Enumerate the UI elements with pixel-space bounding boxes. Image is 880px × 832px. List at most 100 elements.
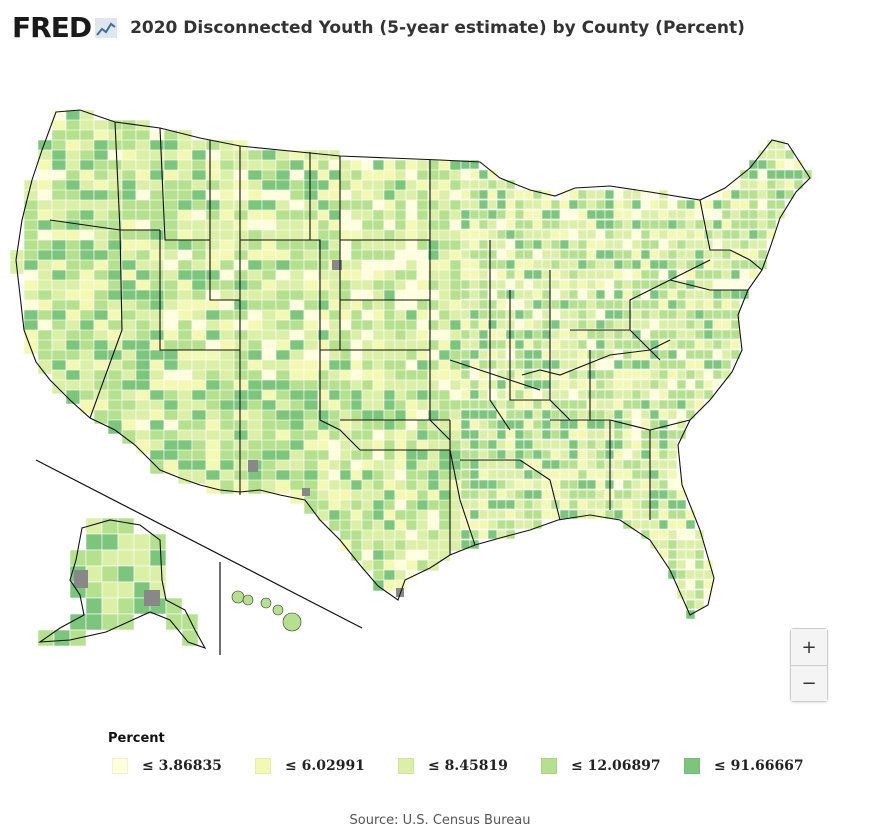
county-cell[interactable] (739, 189, 750, 200)
county-cell[interactable] (658, 389, 669, 400)
county-cell[interactable] (676, 429, 687, 440)
county-cell-alaska[interactable] (117, 581, 135, 599)
county-cell[interactable] (721, 359, 732, 370)
county-cell[interactable] (449, 459, 462, 472)
county-cell[interactable] (372, 499, 385, 512)
county-cell[interactable] (469, 259, 480, 270)
county-cell[interactable] (449, 529, 462, 542)
county-cell[interactable] (328, 209, 341, 222)
county-cell[interactable] (405, 519, 418, 532)
county-cell[interactable] (730, 279, 741, 290)
county-cell[interactable] (622, 249, 633, 260)
county-cell[interactable] (685, 229, 696, 240)
county-cell[interactable] (568, 349, 579, 360)
county-cell[interactable] (514, 219, 525, 230)
county-cell[interactable] (523, 409, 534, 420)
county-cell[interactable] (649, 289, 660, 300)
county-cell[interactable] (460, 189, 471, 200)
county-cell[interactable] (568, 209, 579, 220)
county-cell[interactable] (631, 359, 642, 370)
county-cell[interactable] (757, 199, 768, 210)
county-cell[interactable] (328, 429, 341, 442)
county-cell[interactable] (496, 449, 507, 460)
legend-item[interactable]: ≤ 12.06897 (541, 758, 684, 774)
county-cell[interactable] (496, 279, 507, 290)
county-cell[interactable] (496, 509, 507, 520)
county-cell[interactable] (383, 219, 396, 232)
county-cell[interactable] (438, 189, 451, 202)
county-cell[interactable] (372, 159, 385, 172)
county-cell[interactable] (394, 349, 407, 362)
county-cell[interactable] (361, 229, 374, 242)
county-cell[interactable] (550, 409, 561, 420)
county-cell[interactable] (568, 409, 579, 420)
county-cell[interactable] (712, 319, 723, 330)
county-cell[interactable] (460, 439, 471, 450)
county-cell[interactable] (372, 459, 385, 472)
county-cell[interactable] (478, 379, 489, 390)
county-cell[interactable] (748, 269, 759, 280)
county-cell[interactable] (460, 199, 471, 210)
county-cell[interactable] (372, 379, 385, 392)
county-cell[interactable] (694, 239, 705, 250)
county-cell[interactable] (532, 409, 543, 420)
county-cell[interactable] (712, 309, 723, 320)
county-cell[interactable] (416, 309, 429, 322)
county-cell[interactable] (739, 279, 750, 290)
county-cell[interactable] (766, 219, 777, 230)
county-cell[interactable] (383, 339, 396, 352)
county-cell[interactable] (372, 209, 385, 222)
county-cell[interactable] (438, 259, 451, 272)
county-cell[interactable] (703, 309, 714, 320)
county-cell[interactable] (586, 259, 597, 270)
county-cell[interactable] (51, 379, 67, 395)
county-cell[interactable] (350, 229, 363, 242)
county-cell[interactable] (541, 449, 552, 460)
county-no-data[interactable] (396, 588, 404, 597)
county-cell[interactable] (640, 259, 651, 270)
county-cell[interactable] (438, 419, 451, 432)
county-cell[interactable] (640, 299, 651, 310)
county-cell[interactable] (361, 509, 374, 522)
county-cell[interactable] (586, 319, 597, 330)
county-cell[interactable] (685, 209, 696, 220)
county-cell[interactable] (721, 249, 732, 260)
county-cell[interactable] (532, 329, 543, 340)
county-cell[interactable] (416, 319, 429, 332)
county-cell[interactable] (339, 459, 352, 472)
county-no-data[interactable] (332, 260, 342, 270)
county-cell[interactable] (469, 159, 480, 170)
county-cell[interactable] (649, 249, 660, 260)
county-cell[interactable] (405, 279, 418, 292)
county-cell[interactable] (405, 199, 418, 212)
county-cell[interactable] (604, 399, 615, 410)
county-cell[interactable] (748, 189, 759, 200)
county-cell[interactable] (405, 439, 418, 452)
county-cell[interactable] (676, 369, 687, 380)
county-cell[interactable] (685, 549, 696, 560)
county-cell[interactable] (416, 229, 429, 242)
county-cell-alaska[interactable] (85, 565, 103, 583)
county-cell[interactable] (372, 549, 385, 562)
county-cell[interactable] (514, 499, 525, 510)
county-cell[interactable] (469, 409, 480, 420)
county-cell[interactable] (694, 549, 705, 560)
county-cell[interactable] (372, 529, 385, 542)
county-cell[interactable] (595, 309, 606, 320)
county-cell[interactable] (438, 509, 451, 522)
county-cell[interactable] (394, 229, 407, 242)
county-cell[interactable] (383, 399, 396, 412)
county-cell[interactable] (361, 259, 374, 272)
county-cell[interactable] (622, 389, 633, 400)
county-cell[interactable] (339, 519, 352, 532)
county-cell[interactable] (568, 259, 579, 270)
county-cell[interactable] (416, 429, 429, 442)
county-cell[interactable] (469, 439, 480, 450)
county-cell[interactable] (416, 529, 429, 542)
county-cell[interactable] (550, 219, 561, 230)
county-cell[interactable] (383, 179, 396, 192)
county-cell[interactable] (784, 149, 795, 160)
county-cell[interactable] (487, 509, 498, 520)
county-cell[interactable] (577, 389, 588, 400)
county-cell[interactable] (730, 329, 741, 340)
